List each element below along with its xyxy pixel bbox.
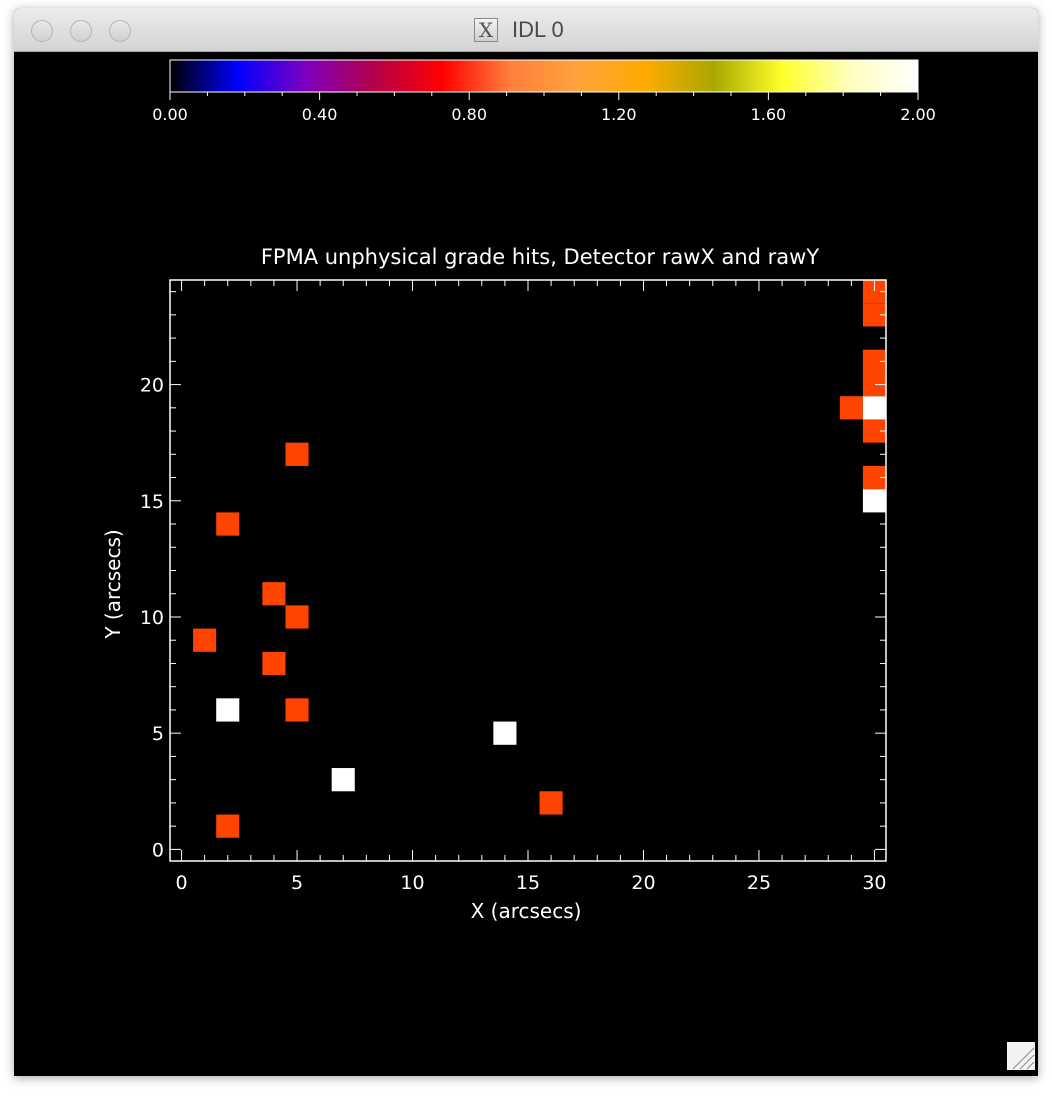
x-axis-label: X (arcsecs) [471,899,582,923]
idl-window: X IDL 0 0.00 0.40 0.80 1.20 1.60 2.00 FPMA un… [14,8,1038,1076]
y-tick-label: 5 [152,723,164,745]
x-tick-label: 5 [291,872,303,894]
heatmap-cell [862,396,886,420]
colorbar-ticks: 0.00 0.40 0.80 1.20 1.60 2.00 [152,92,936,124]
window-title-group: X IDL 0 [474,17,564,43]
x-tick-label: 20 [631,872,655,894]
title-bar: X IDL 0 [14,8,1038,52]
heatmap-cell [862,280,886,304]
minimize-window-button[interactable] [70,20,92,42]
x-tick-label: 0 [176,872,188,894]
heatmap-cell [862,465,886,490]
resize-grip-icon[interactable] [1007,1042,1035,1070]
heatmap-cell [262,651,286,676]
close-window-button[interactable] [31,20,53,42]
colorbar-tick-label: 1.60 [751,105,787,124]
window-title: IDL 0 [512,17,564,42]
heatmap-cell [862,372,886,397]
x-tick-label: 10 [400,872,424,894]
colorbar-tick-label: 1.20 [601,105,637,124]
colorbar-tick-label: 0.40 [302,105,338,124]
heatmap-cell [285,698,309,722]
heatmap-cell [862,349,886,373]
y-tick-label: 20 [140,375,164,397]
plot-svg: 0.00 0.40 0.80 1.20 1.60 2.00 FPMA unphysical… [101,59,936,923]
heatmap-cell [262,582,286,606]
heatmap-cell [193,628,217,652]
x-tick-label: 25 [747,872,771,894]
heatmap-cell [539,791,563,815]
heatmap-cells [193,280,886,838]
plot-frame [169,279,887,862]
colorbar-tick-label: 0.00 [152,105,188,124]
heatmap-cell [862,489,886,513]
colorbar-tick-label: 0.80 [451,105,487,124]
heatmap-cell [862,303,886,327]
chart-title: FPMA unphysical grade hits, Detector raw… [261,245,819,269]
heatmap-cell [216,698,240,722]
y-tick-label: 10 [140,607,164,629]
colorbar: 0.00 0.40 0.80 1.20 1.60 2.00 [152,59,936,124]
heatmap-cell [285,605,309,629]
colorbar-tick-label: 2.00 [900,105,936,124]
heatmap-cell [285,442,309,466]
x11-icon: X [474,18,498,42]
colorbar-gradient [169,59,919,93]
heatmap-cell [216,512,240,536]
heatmap-cell [862,419,886,443]
plot-canvas: 0.00 0.40 0.80 1.20 1.60 2.00 FPMA unphysical… [14,52,1038,1076]
y-tick-label: 15 [140,491,164,513]
y-tick-label: 0 [152,839,164,861]
x-tick-label: 30 [862,872,886,894]
heatmap-cell [839,396,863,420]
heatmap-cell [216,814,240,838]
heatmap-cell [331,768,355,792]
zoom-window-button[interactable] [109,20,131,42]
axis-ticks: 0 5 10 15 20 25 30 0 5 10 15 20 [140,280,887,894]
y-axis-label: Y (arcsecs) [101,529,125,639]
heatmap-cell [493,721,517,745]
x-tick-label: 15 [516,872,540,894]
